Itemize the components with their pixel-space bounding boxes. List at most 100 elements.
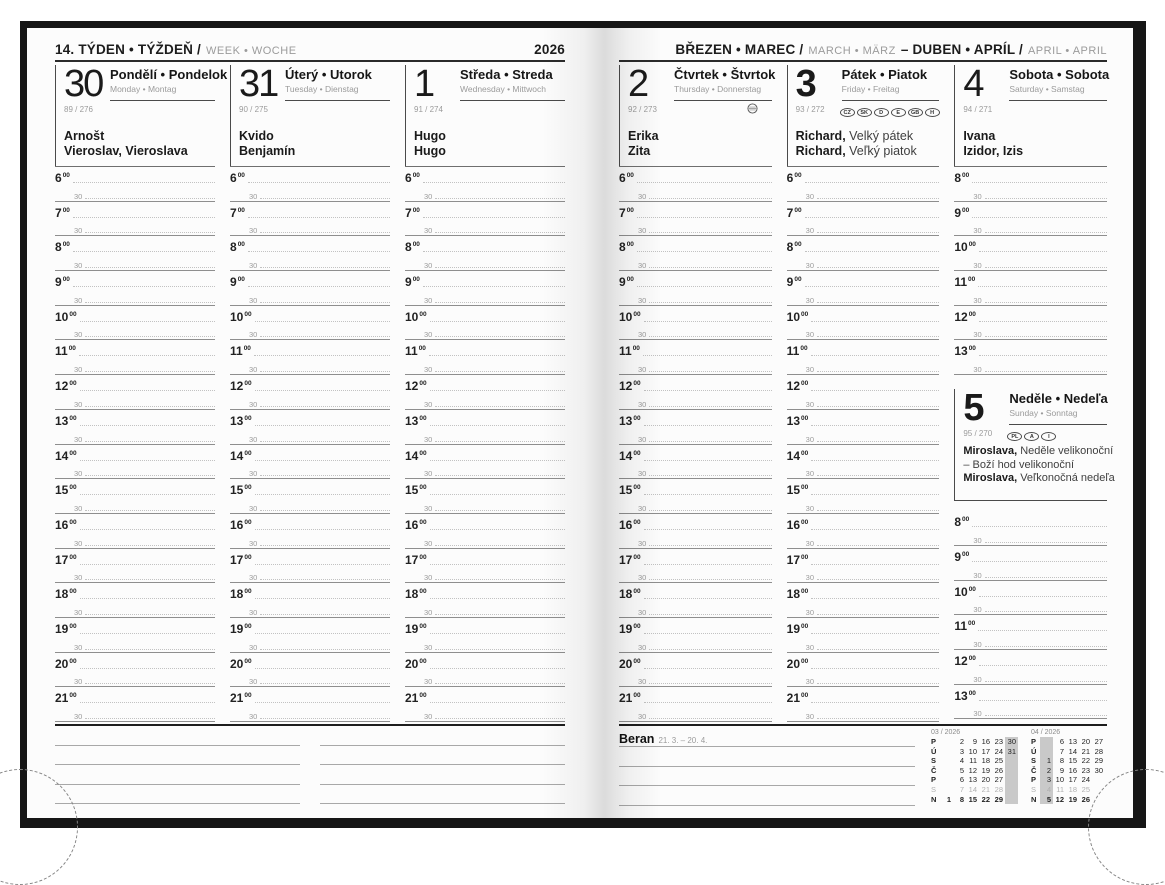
half-hour-label: 30: [805, 642, 814, 652]
half-hour-row: 30: [405, 185, 565, 201]
country-badge-sk: SK: [856, 108, 872, 117]
hour-minutes-sup: 00: [69, 414, 77, 422]
calendar-day: 28: [994, 784, 1003, 794]
half-hour-label: 30: [74, 469, 83, 479]
ruled-dotted-line: [649, 544, 772, 546]
ruled-dotted-line: [817, 717, 940, 719]
hour-number: 11: [230, 344, 243, 359]
half-hour-row: 30: [405, 567, 565, 583]
ruled-dotted-line: [649, 613, 772, 615]
hour-label: 11 00: [230, 345, 251, 358]
hour-row: 20 00: [405, 653, 565, 671]
hour-number: 18: [619, 587, 633, 602]
half-hour-label: 30: [74, 712, 83, 721]
hour-minutes-sup: 00: [62, 206, 70, 214]
half-hour-row: 30: [619, 705, 772, 721]
hour-row: 12 00: [954, 650, 1107, 668]
ruled-dotted-line: [260, 682, 390, 685]
hour-block: 17 00 30: [55, 549, 215, 584]
mini-calendar-row: S 7 14 21 28: [931, 784, 1018, 795]
half-hour-row: 30: [619, 636, 772, 652]
ruled-dotted-line: [817, 370, 940, 373]
hour-label: 8 00: [230, 241, 245, 254]
hour-row: 19 00: [55, 618, 215, 636]
ruled-dotted-line: [649, 197, 772, 199]
hour-minutes-sup: 00: [62, 241, 70, 249]
hour-number: 10: [619, 309, 633, 324]
day-names: Úterý • Utorok Tuesday • Dienstag: [285, 67, 390, 101]
half-hour-row: 30: [619, 254, 772, 270]
half-hour-row: 30: [405, 358, 565, 374]
hour-number: 9: [619, 275, 626, 290]
hour-row: 14 00: [230, 445, 390, 463]
ruled-dotted-line: [649, 578, 772, 581]
mini-calendar-row: S 4 11 18 25: [931, 756, 1018, 766]
half-hour-row: 30: [230, 567, 390, 583]
mini-calendar: 03 / 2026 P 2 9 16 23 30 Ú 3 10 17 24 31 S 4 11 18 25 Č 5 12…: [931, 729, 1018, 806]
day-name-en-de: Monday • Montag: [110, 84, 177, 94]
hour-block: 19 00 30: [405, 618, 565, 653]
hour-label: 6 00: [405, 172, 420, 185]
mini-calendar-grid: P 2 9 16 23 30 Ú 3 10 17 24 31 S 4 11 18 25 Č 5 12 19 26 P 6 13 2…: [931, 737, 1018, 805]
hour-block: 13 00 30: [55, 410, 215, 445]
half-hour-row: 30: [230, 220, 390, 236]
day-of-year: 91 / 274: [414, 105, 443, 114]
day-title-row: 1 Středa • Streda Wednesday • Mittwoch: [414, 65, 565, 103]
year-label: 2026: [534, 42, 565, 57]
ruled-dotted-line: [649, 335, 772, 338]
hour-row: 9 00: [55, 271, 215, 289]
hour-number: 9: [954, 549, 962, 564]
ruled-dotted-line: [429, 389, 565, 392]
half-hour-row: 30: [55, 532, 215, 548]
calendar-day: 6: [1059, 737, 1064, 746]
hour-number: 8: [954, 515, 962, 530]
hour-row: 10 00: [954, 581, 1107, 599]
right-notes-section: Beran 21. 3. – 20. 4. 03 / 2026 P 2 9 16 23 30…: [619, 724, 1107, 806]
hour-number: 8: [55, 240, 62, 255]
ruled-dotted-line: [817, 197, 940, 199]
hour-block: 11 00 30: [954, 271, 1107, 306]
hour-row: 7 00: [787, 202, 940, 220]
half-hour-label: 30: [424, 712, 433, 721]
half-hour-label: 30: [249, 330, 258, 340]
country-badge-e: E: [890, 108, 906, 117]
ruled-dotted-line: [435, 717, 565, 719]
hour-label: 20 00: [230, 657, 252, 671]
calendar-day: [940, 756, 953, 766]
hour-number: 6: [55, 171, 62, 185]
entry-name-bold: Hugo: [414, 144, 446, 158]
half-hour-label: 30: [424, 677, 433, 687]
ruled-dotted-line: [85, 231, 215, 234]
calendar-day: 7: [959, 784, 964, 794]
hour-row: 16 00: [230, 514, 390, 532]
entry-text: Neděle velikonoční: [1017, 445, 1114, 458]
half-hour-label: 30: [249, 365, 258, 375]
hour-block: 9 00 30: [619, 271, 772, 306]
entry-name-bold: Zita: [628, 144, 651, 158]
hour-block: 21 00 30: [55, 687, 215, 722]
half-hour-row: 30: [55, 601, 215, 617]
hour-row: 6 00: [619, 167, 772, 185]
entry-text: Velký pátek: [845, 129, 914, 143]
day-header-4: 4 Sobota • Sobota Saturday • Samstag 94 / 2…: [954, 65, 1109, 166]
day-name-en-de: Saturday • Samstag: [1009, 84, 1085, 94]
ruled-dotted-line: [978, 320, 1107, 322]
half-hour-row: 30: [55, 220, 215, 236]
hour-block: 12 00 30: [786, 375, 940, 410]
day-of-year: 93 / 272: [795, 105, 825, 114]
calendar-day: 24: [1081, 775, 1090, 785]
ruled-dotted-line: [79, 528, 215, 530]
name-day-entry: Ivana: [963, 129, 1105, 144]
hour-minutes-sup: 00: [412, 276, 420, 284]
hour-minutes-sup: 00: [633, 588, 641, 596]
hour-block: 9 00 30: [954, 546, 1107, 581]
hour-row: 7 00: [619, 202, 772, 220]
half-hour-row: 30: [619, 289, 772, 305]
ruled-dotted-line: [978, 629, 1107, 632]
day-of-year: 94 / 271: [963, 105, 993, 114]
hour-block: 15 00 30: [230, 479, 390, 514]
hour-number: 8: [786, 240, 794, 255]
hour-block: 19 00 30: [55, 618, 215, 653]
hour-label: 8 00: [954, 172, 969, 185]
hour-row: 19 00: [787, 618, 940, 636]
